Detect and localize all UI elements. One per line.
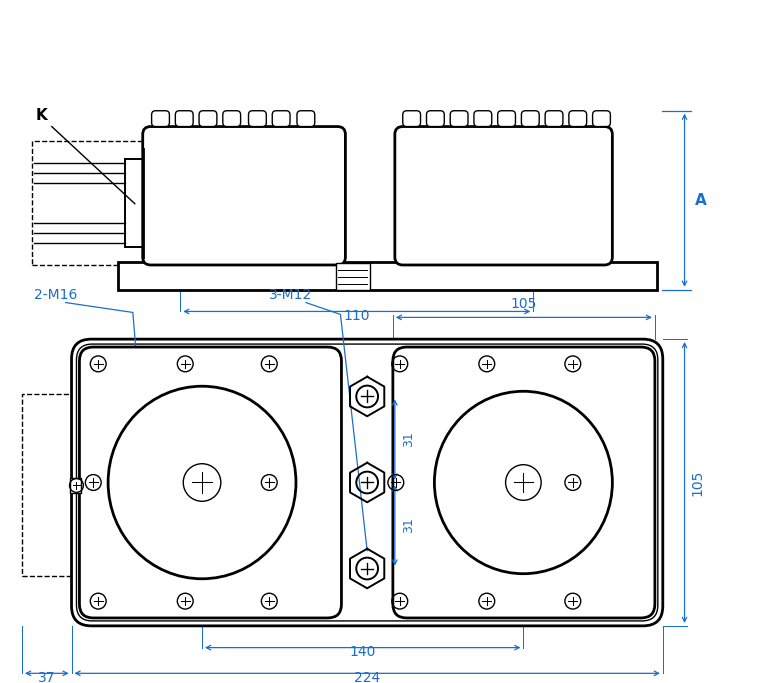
FancyBboxPatch shape bbox=[152, 111, 169, 126]
Text: 31: 31 bbox=[402, 432, 415, 447]
Bar bbox=[118, 262, 657, 290]
FancyBboxPatch shape bbox=[223, 111, 241, 126]
Bar bbox=[22, 393, 72, 576]
FancyBboxPatch shape bbox=[272, 111, 290, 126]
Text: 105: 105 bbox=[690, 469, 705, 496]
FancyBboxPatch shape bbox=[393, 347, 655, 618]
Text: 110: 110 bbox=[344, 309, 370, 323]
Text: 37: 37 bbox=[38, 671, 56, 683]
FancyBboxPatch shape bbox=[395, 126, 613, 265]
Text: A: A bbox=[694, 193, 706, 208]
Bar bbox=[69, 477, 82, 493]
Text: 105: 105 bbox=[511, 298, 537, 311]
FancyBboxPatch shape bbox=[427, 111, 444, 126]
FancyBboxPatch shape bbox=[545, 111, 563, 126]
Text: 3-M12: 3-M12 bbox=[270, 288, 312, 302]
Text: 140: 140 bbox=[350, 645, 376, 660]
Bar bbox=[335, 263, 370, 290]
Text: 224: 224 bbox=[354, 671, 380, 683]
FancyBboxPatch shape bbox=[474, 111, 491, 126]
FancyBboxPatch shape bbox=[72, 339, 663, 626]
FancyBboxPatch shape bbox=[76, 344, 658, 621]
FancyBboxPatch shape bbox=[569, 111, 587, 126]
Text: 2-M16: 2-M16 bbox=[34, 288, 78, 302]
FancyBboxPatch shape bbox=[175, 111, 193, 126]
Text: K: K bbox=[36, 108, 48, 123]
FancyBboxPatch shape bbox=[498, 111, 515, 126]
FancyBboxPatch shape bbox=[248, 111, 266, 126]
Bar bbox=[32, 141, 142, 265]
FancyBboxPatch shape bbox=[199, 111, 217, 126]
FancyBboxPatch shape bbox=[297, 111, 315, 126]
FancyBboxPatch shape bbox=[521, 111, 539, 126]
FancyBboxPatch shape bbox=[593, 111, 610, 126]
Text: 31: 31 bbox=[402, 518, 415, 533]
Ellipse shape bbox=[434, 391, 613, 574]
FancyBboxPatch shape bbox=[450, 111, 468, 126]
FancyBboxPatch shape bbox=[403, 111, 421, 126]
Ellipse shape bbox=[108, 386, 296, 579]
FancyBboxPatch shape bbox=[142, 126, 345, 265]
FancyBboxPatch shape bbox=[79, 347, 341, 618]
